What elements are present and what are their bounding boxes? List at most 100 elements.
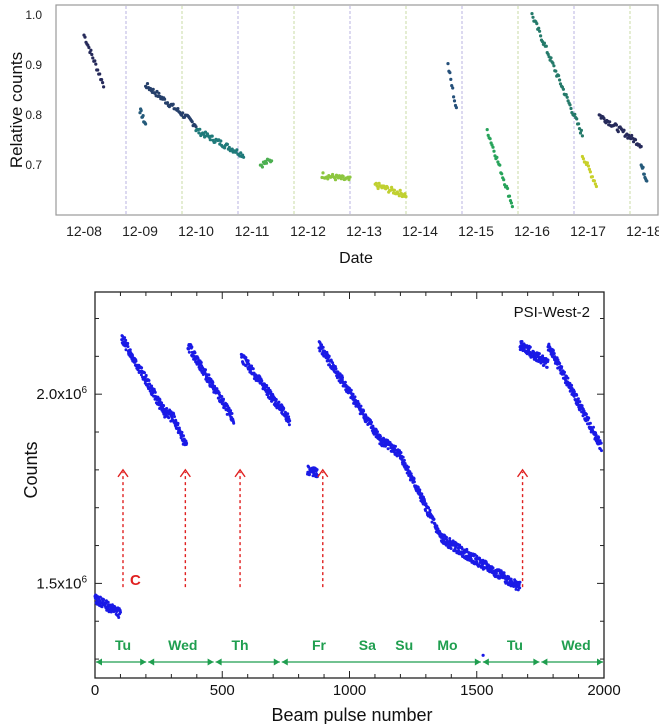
bottom-data-point [386,447,390,451]
top-data-point [93,59,97,63]
bottom-data-point [406,465,410,469]
top-data-point [260,165,264,169]
top-y-tick-label: 0.8 [25,108,42,122]
top-data-point [89,48,93,52]
change-marker-arrowhead [179,468,191,478]
day-range-arrowhead [597,658,603,666]
bottom-data-point [131,354,134,358]
bottom-data-point [371,424,375,428]
bottom-data-point [420,492,424,496]
bottom-data-point [600,449,603,453]
top-x-tick-label: 12-09 [122,223,158,239]
top-x-tick-label: 12-12 [290,223,326,239]
top-data-point [451,86,455,90]
change-marker-arrowhead [317,468,329,478]
bottom-data-point [545,365,549,369]
day-label: Wed [168,637,197,653]
bottom-data-point [177,426,181,430]
top-data-point [198,127,202,131]
bottom-data-point [343,380,347,384]
top-data-point [590,175,595,179]
top-data-point [530,12,534,16]
top-data-point [593,182,598,186]
bottom-data-point [394,444,397,448]
top-data-point [151,87,155,91]
top-data-point [578,131,583,135]
top-data-point [568,103,572,107]
bottom-data-point [445,535,448,539]
bottom-data-point [187,350,191,354]
top-data-point [492,149,496,153]
bottom-data-point [153,390,157,394]
top-data-point [448,71,452,75]
change-marker-arrowhead [516,468,529,478]
top-y-tick-label: 0.9 [25,58,42,72]
top-data-point [485,128,489,132]
top-data-point [144,122,148,126]
top-data-point [163,97,167,101]
top-x-ticks: 12-08 12-09 12-10 12-11 12-12 12-13 12-14 12-15… [66,223,659,239]
top-data-point [579,128,584,132]
bottom-data-point [126,341,130,345]
top-data-point [575,117,579,121]
top-data-point [564,93,568,97]
bottom-data-point [258,375,262,379]
bottom-data-point [244,356,248,360]
bottom-data-point [160,401,164,405]
top-data-point [639,144,643,149]
day-label: Sa [359,637,376,653]
bottom-data-point [333,365,337,368]
top-data-point [508,199,513,203]
day-range-arrowhead [148,658,155,666]
bottom-data-point [576,397,580,401]
bottom-plot-frame [94,291,605,679]
bottom-data-point [147,379,151,382]
bottom-data-point [308,472,311,476]
top-data-point [375,184,379,188]
bottom-data-point [211,381,215,384]
bottom-data-point [143,371,146,375]
bottom-data-point [341,376,344,379]
top-data-point [551,61,555,65]
top-x-tick-label: 12-18 [626,223,659,239]
top-data-point [376,186,380,191]
bottom-data-point [362,409,366,413]
day-label: Su [395,637,413,653]
bottom-data-point [321,345,325,349]
bottom-data-point [251,367,255,371]
change-marker-arrowhead [234,468,246,478]
top-data-point [632,140,636,144]
bottom-data-point [140,366,144,370]
bottom-data-points [93,334,603,657]
top-data-point [392,188,396,192]
bottom-data-point [165,407,169,410]
bottom-data-point [353,395,357,399]
top-data-point [577,122,581,126]
top-data-point [202,132,206,136]
top-data-point [398,188,402,192]
bottom-data-point [428,508,432,512]
bottom-x-tick-label: 0 [91,682,99,699]
top-data-point [171,102,175,106]
top-data-point [165,101,170,105]
top-data-points [82,12,649,209]
bottom-data-point [144,373,148,377]
top-data-point [197,131,201,135]
top-data-point [594,184,599,189]
top-data-point [339,177,343,181]
top-data-point [404,195,408,199]
bottom-x-axis-label: Beam pulse number [271,705,432,724]
top-data-point [449,77,453,81]
top-data-point [498,163,502,167]
top-data-point [633,138,638,142]
bottom-data-point [220,395,224,398]
bottom-data-point [551,349,555,353]
top-data-point [495,155,499,159]
day-label: Fr [312,637,327,653]
top-data-point [544,44,548,48]
bottom-data-point [460,547,464,551]
bottom-data-point [401,455,405,459]
bottom-data-point [447,543,451,547]
top-data-point [509,201,513,205]
day-label: Mo [437,637,457,653]
